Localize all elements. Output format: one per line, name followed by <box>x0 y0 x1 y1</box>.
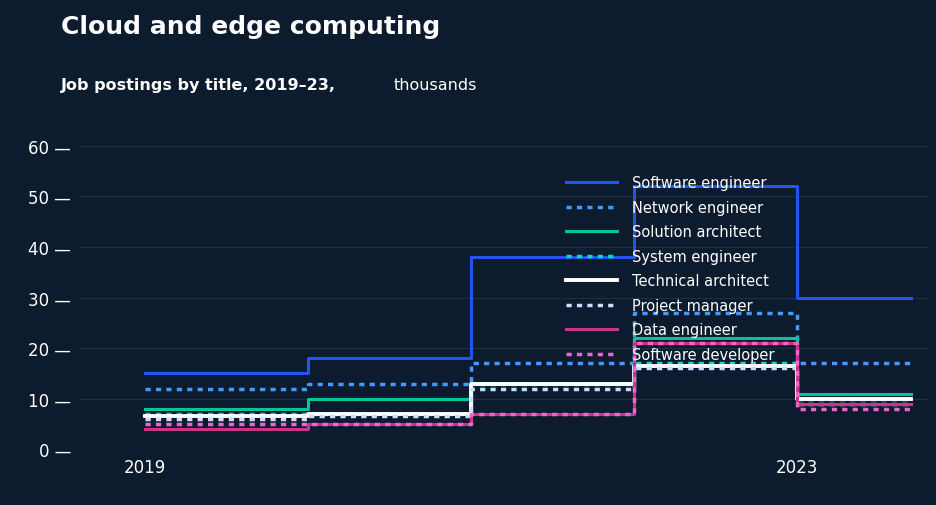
Software developer <box>139 421 151 427</box>
Data engineer <box>791 401 802 407</box>
Network engineer <box>302 381 314 387</box>
Software engineer <box>905 295 916 301</box>
Data engineer <box>628 340 639 346</box>
Project manager <box>791 401 802 407</box>
Network engineer <box>791 361 802 367</box>
Software developer <box>465 411 476 417</box>
Data engineer <box>905 401 916 407</box>
Text: Cloud and edge computing: Cloud and edge computing <box>61 15 440 39</box>
Technical architect <box>628 363 639 369</box>
Text: thousands: thousands <box>393 78 476 93</box>
Text: Job postings by title, 2019–23,: Job postings by title, 2019–23, <box>61 78 341 93</box>
Technical architect <box>465 381 476 387</box>
Network engineer <box>905 361 916 367</box>
Project manager <box>905 401 916 407</box>
Technical architect <box>791 396 802 402</box>
Line: Solution architect: Solution architect <box>145 338 911 409</box>
Technical architect <box>905 396 916 402</box>
Network engineer <box>139 386 151 392</box>
Solution architect <box>302 396 314 402</box>
Line: Network engineer: Network engineer <box>145 313 911 389</box>
Line: Software engineer: Software engineer <box>145 187 911 374</box>
System engineer <box>302 411 314 417</box>
Software engineer <box>465 255 476 261</box>
Technical architect <box>302 411 314 417</box>
Software developer <box>791 406 802 412</box>
Software engineer <box>139 371 151 377</box>
Data engineer <box>465 411 476 417</box>
Solution architect <box>465 381 476 387</box>
Project manager <box>628 366 639 372</box>
Line: Technical architect: Technical architect <box>145 366 911 417</box>
Line: System engineer: System engineer <box>145 364 911 414</box>
Legend: Software engineer, Network engineer, Solution architect, System engineer, Techni: Software engineer, Network engineer, Sol… <box>565 176 773 362</box>
Software engineer <box>791 295 802 301</box>
Project manager <box>139 416 151 422</box>
Technical architect <box>139 414 151 420</box>
System engineer <box>465 381 476 387</box>
Software developer <box>302 421 314 427</box>
Data engineer <box>139 426 151 432</box>
Software engineer <box>628 184 639 190</box>
Solution architect <box>905 391 916 397</box>
System engineer <box>791 396 802 402</box>
System engineer <box>905 396 916 402</box>
Software developer <box>905 406 916 412</box>
Solution architect <box>139 406 151 412</box>
Software developer <box>628 340 639 346</box>
Line: Project manager: Project manager <box>145 369 911 419</box>
Network engineer <box>465 361 476 367</box>
Network engineer <box>628 310 639 316</box>
Line: Software developer: Software developer <box>145 343 911 424</box>
Solution architect <box>628 335 639 341</box>
System engineer <box>139 411 151 417</box>
Project manager <box>465 386 476 392</box>
Project manager <box>302 414 314 420</box>
Software engineer <box>302 356 314 362</box>
Data engineer <box>302 421 314 427</box>
Line: Data engineer: Data engineer <box>145 343 911 429</box>
Solution architect <box>791 391 802 397</box>
System engineer <box>628 361 639 367</box>
